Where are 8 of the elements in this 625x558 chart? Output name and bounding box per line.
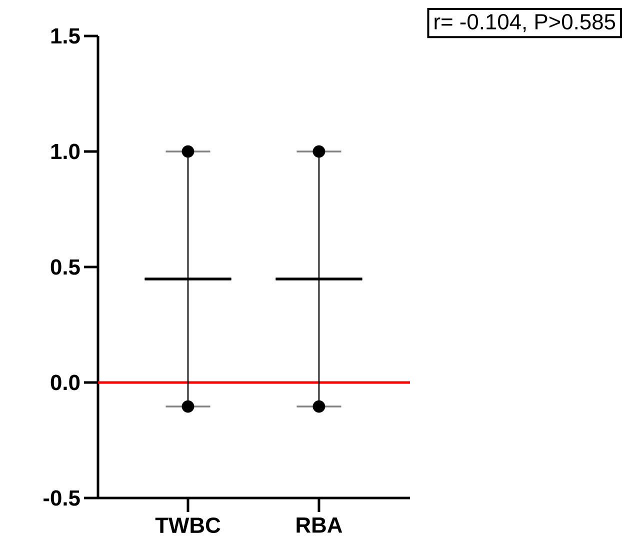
- y-tick-label: 1.0: [51, 144, 80, 160]
- x-tick-label: TWBC: [155, 518, 220, 534]
- x-tick-label: RBA: [296, 518, 342, 533]
- y-tick-label: -0.5: [44, 490, 80, 506]
- text: r= -0.104, P>0.585: [434, 14, 616, 32]
- y-tick-label: 0.0: [50, 374, 80, 390]
- y-tick-label: 1.5: [51, 28, 80, 44]
- y-tick-label: 0.5: [50, 259, 80, 275]
